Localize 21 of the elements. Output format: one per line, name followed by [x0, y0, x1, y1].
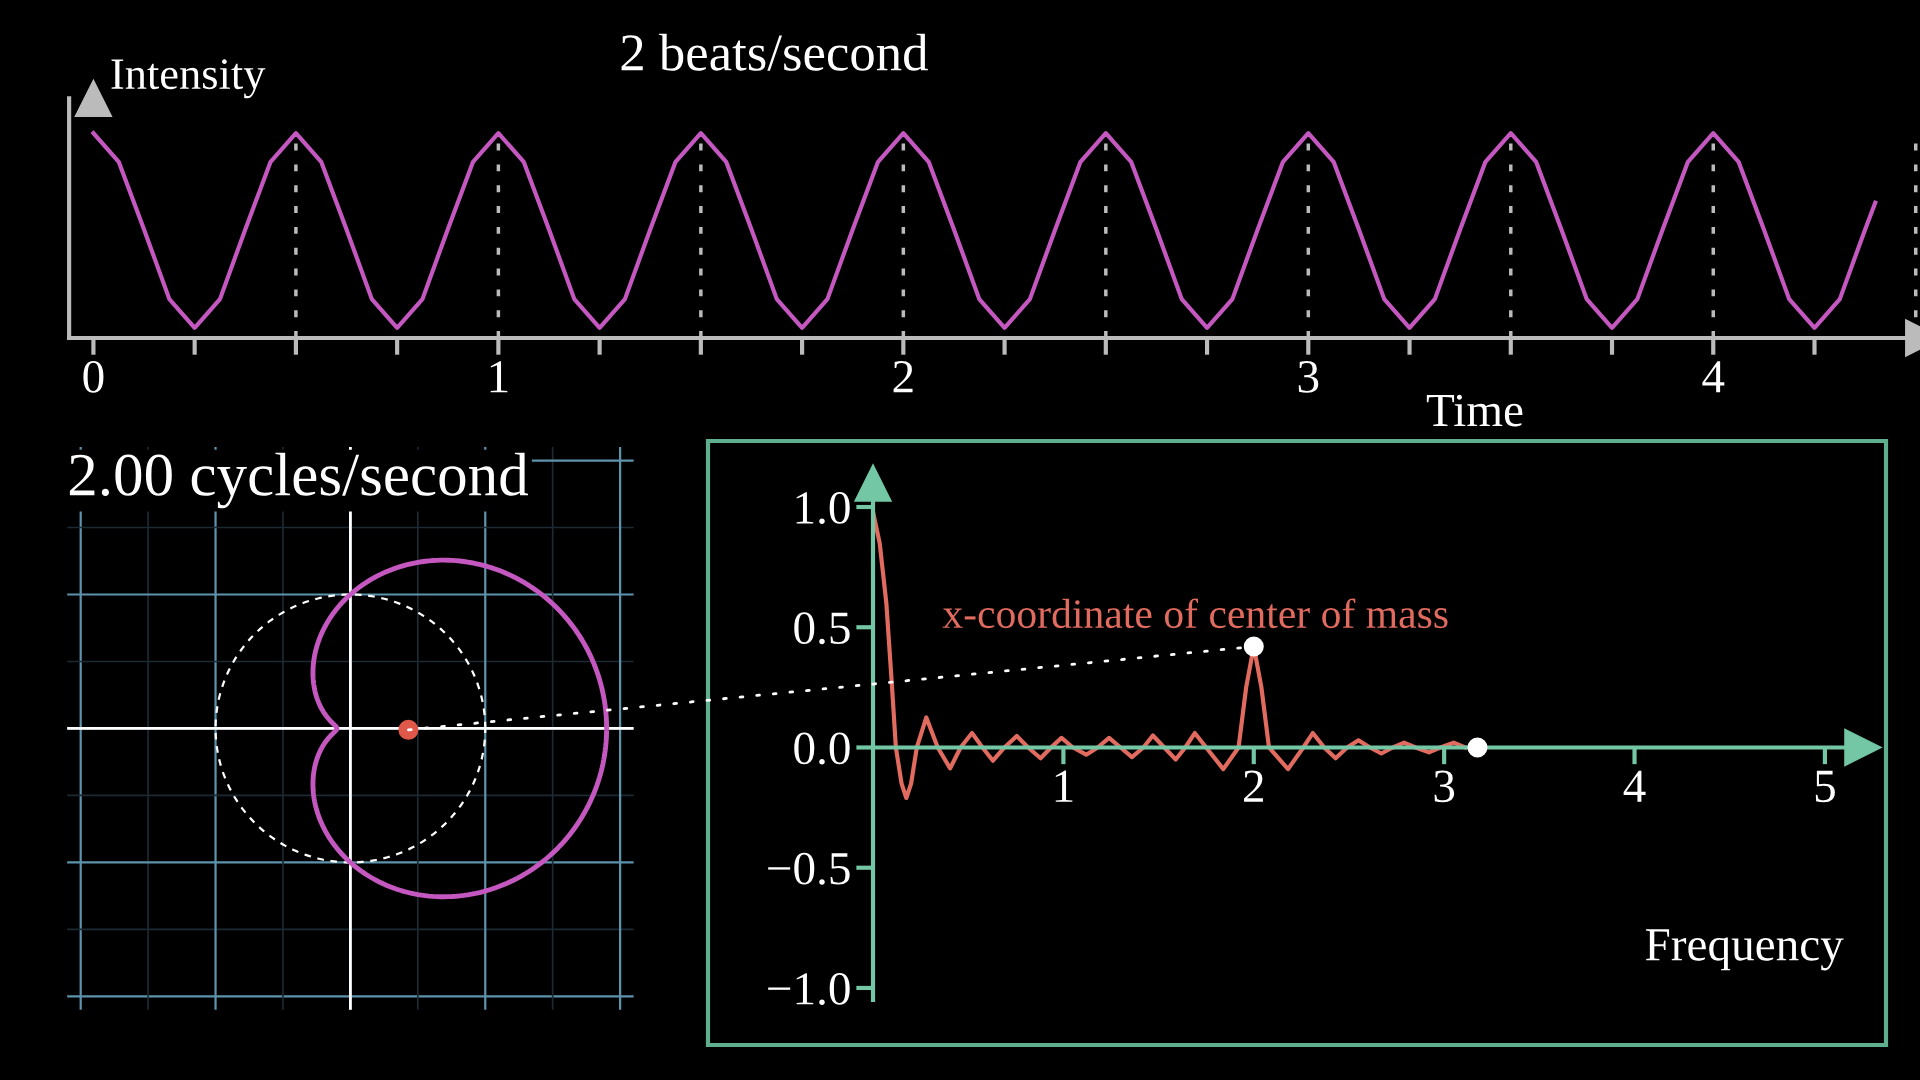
x-tick-label: 5	[1815, 770, 1835, 803]
y-tick-label: −0.5	[768, 852, 850, 885]
y-tick-label: 1.0	[796, 492, 850, 525]
x-tick-label: 4	[1702, 361, 1725, 393]
x-tick-label: 3	[1434, 770, 1455, 803]
y-tick-label: 0.0	[794, 732, 850, 765]
x-tick-label: 2	[1244, 770, 1263, 802]
y-tick-label: 0.5	[794, 612, 850, 645]
x-axis-title: Frequency	[1645, 929, 1844, 971]
x-tick-label: 0	[83, 360, 104, 393]
x-tick-label: 4	[1623, 770, 1646, 802]
chart-title: 2 beats/second	[621, 33, 928, 71]
y-tick-label: −1.0	[768, 972, 850, 1005]
x-tick-label: 2	[893, 361, 913, 393]
x-tick-label: 1	[1055, 770, 1073, 802]
y-axis-title: Intensity	[111, 59, 266, 99]
x-axis-title: Time	[1426, 394, 1523, 427]
text: 2.00 cycles/second	[69, 452, 529, 509]
series-label: x-coordinate of center of mass	[942, 598, 1448, 629]
x-tick-label: 3	[1298, 361, 1319, 393]
x-tick-label: 1	[490, 361, 508, 393]
